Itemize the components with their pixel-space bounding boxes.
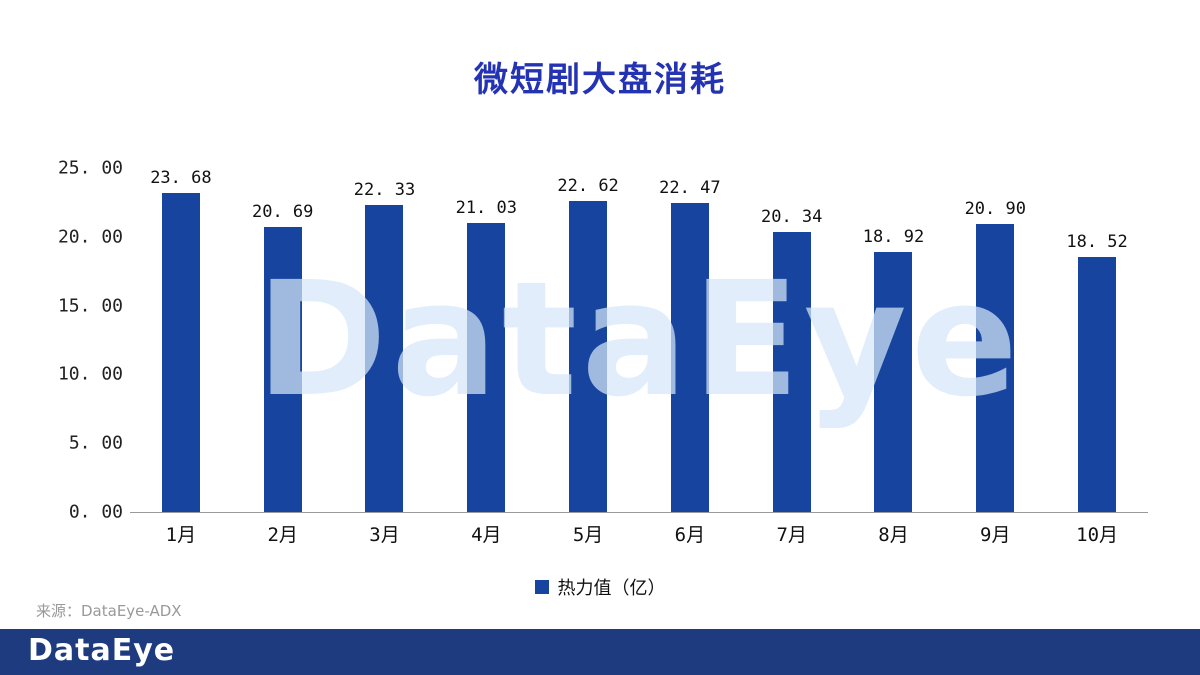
x-tick-label: 1月: [165, 524, 197, 546]
source-note: 来源：DataEye-ADX: [36, 602, 182, 620]
bar-column: 23. 68: [130, 168, 232, 512]
chart-title: 微短剧大盘消耗: [474, 60, 726, 100]
bar-value-label: 21. 03: [455, 197, 517, 218]
bar-value-label: 22. 62: [557, 175, 619, 196]
x-tick-label: 2月: [267, 524, 298, 546]
x-tick-label: 4月: [471, 524, 502, 546]
footer-bar: DataEye: [0, 629, 1200, 675]
legend-label: 热力值（亿）: [557, 578, 666, 599]
x-tick-label: 6月: [674, 524, 706, 546]
x-tick-label: 9月: [980, 524, 1011, 546]
y-tick-label: 25. 00: [57, 157, 123, 179]
x-axis: 1月 2月 3月 4月 5月 6月 7月 8月 9月 10月: [130, 520, 1148, 547]
bar-column: 18. 52: [1046, 168, 1148, 512]
bar: [976, 224, 1015, 512]
y-tick-label: 10. 00: [57, 363, 123, 385]
x-tick-label: 5月: [572, 524, 604, 546]
dataeye-logo: DataEye: [28, 633, 176, 668]
y-tick-label: 5. 00: [68, 432, 123, 454]
x-tick-label: 3月: [369, 524, 400, 546]
bar-column: 20. 90: [944, 168, 1046, 512]
x-tick-label: 7月: [776, 524, 807, 546]
bar-value-label: 18. 52: [1066, 232, 1128, 253]
y-tick-label: 0. 00: [68, 501, 123, 523]
bar-column: 22. 33: [334, 168, 436, 512]
x-tick-label: 8月: [878, 524, 909, 546]
bar-value-label: 18. 92: [862, 226, 925, 247]
bar-value-label: 23. 68: [150, 168, 212, 188]
bar-column: 22. 47: [639, 168, 741, 512]
bar: [670, 202, 709, 512]
legend-swatch: [534, 580, 549, 594]
bar-column: 18. 92: [843, 168, 945, 512]
legend: 热力值（亿）: [0, 574, 1200, 600]
bar-column: 20. 34: [741, 168, 843, 512]
bar: [467, 222, 506, 512]
bar-value-label: 20. 34: [760, 207, 823, 228]
bar-value-label: 20. 90: [964, 199, 1026, 220]
bar: [772, 232, 811, 512]
bar-value-label: 22. 33: [353, 179, 416, 200]
bar: [569, 200, 608, 512]
bar-value-label: 20. 69: [251, 202, 314, 223]
bar: [874, 251, 913, 512]
chart-area: 23. 68 20. 69 22. 33 21. 03 22. 62 22. 47 20. …: [130, 168, 1148, 513]
bar: [365, 204, 404, 512]
bar: [161, 193, 200, 512]
bar: [1078, 257, 1117, 512]
plot-area: 23. 68 20. 69 22. 33 21. 03 22. 62 22. 47 20. …: [130, 168, 1148, 512]
bar-column: 20. 69: [232, 168, 334, 512]
bar-column: 22. 62: [537, 168, 639, 512]
bar-value-label: 22. 47: [659, 177, 721, 198]
x-tick-label: 10月: [1076, 524, 1119, 546]
y-axis: 0. 00 5. 00 10. 00 15. 00 20. 00 25. 00: [28, 158, 123, 523]
bar: [263, 227, 302, 512]
bar-column: 21. 03: [435, 168, 537, 512]
y-tick-label: 20. 00: [57, 226, 123, 248]
y-tick-label: 15. 00: [57, 295, 123, 317]
